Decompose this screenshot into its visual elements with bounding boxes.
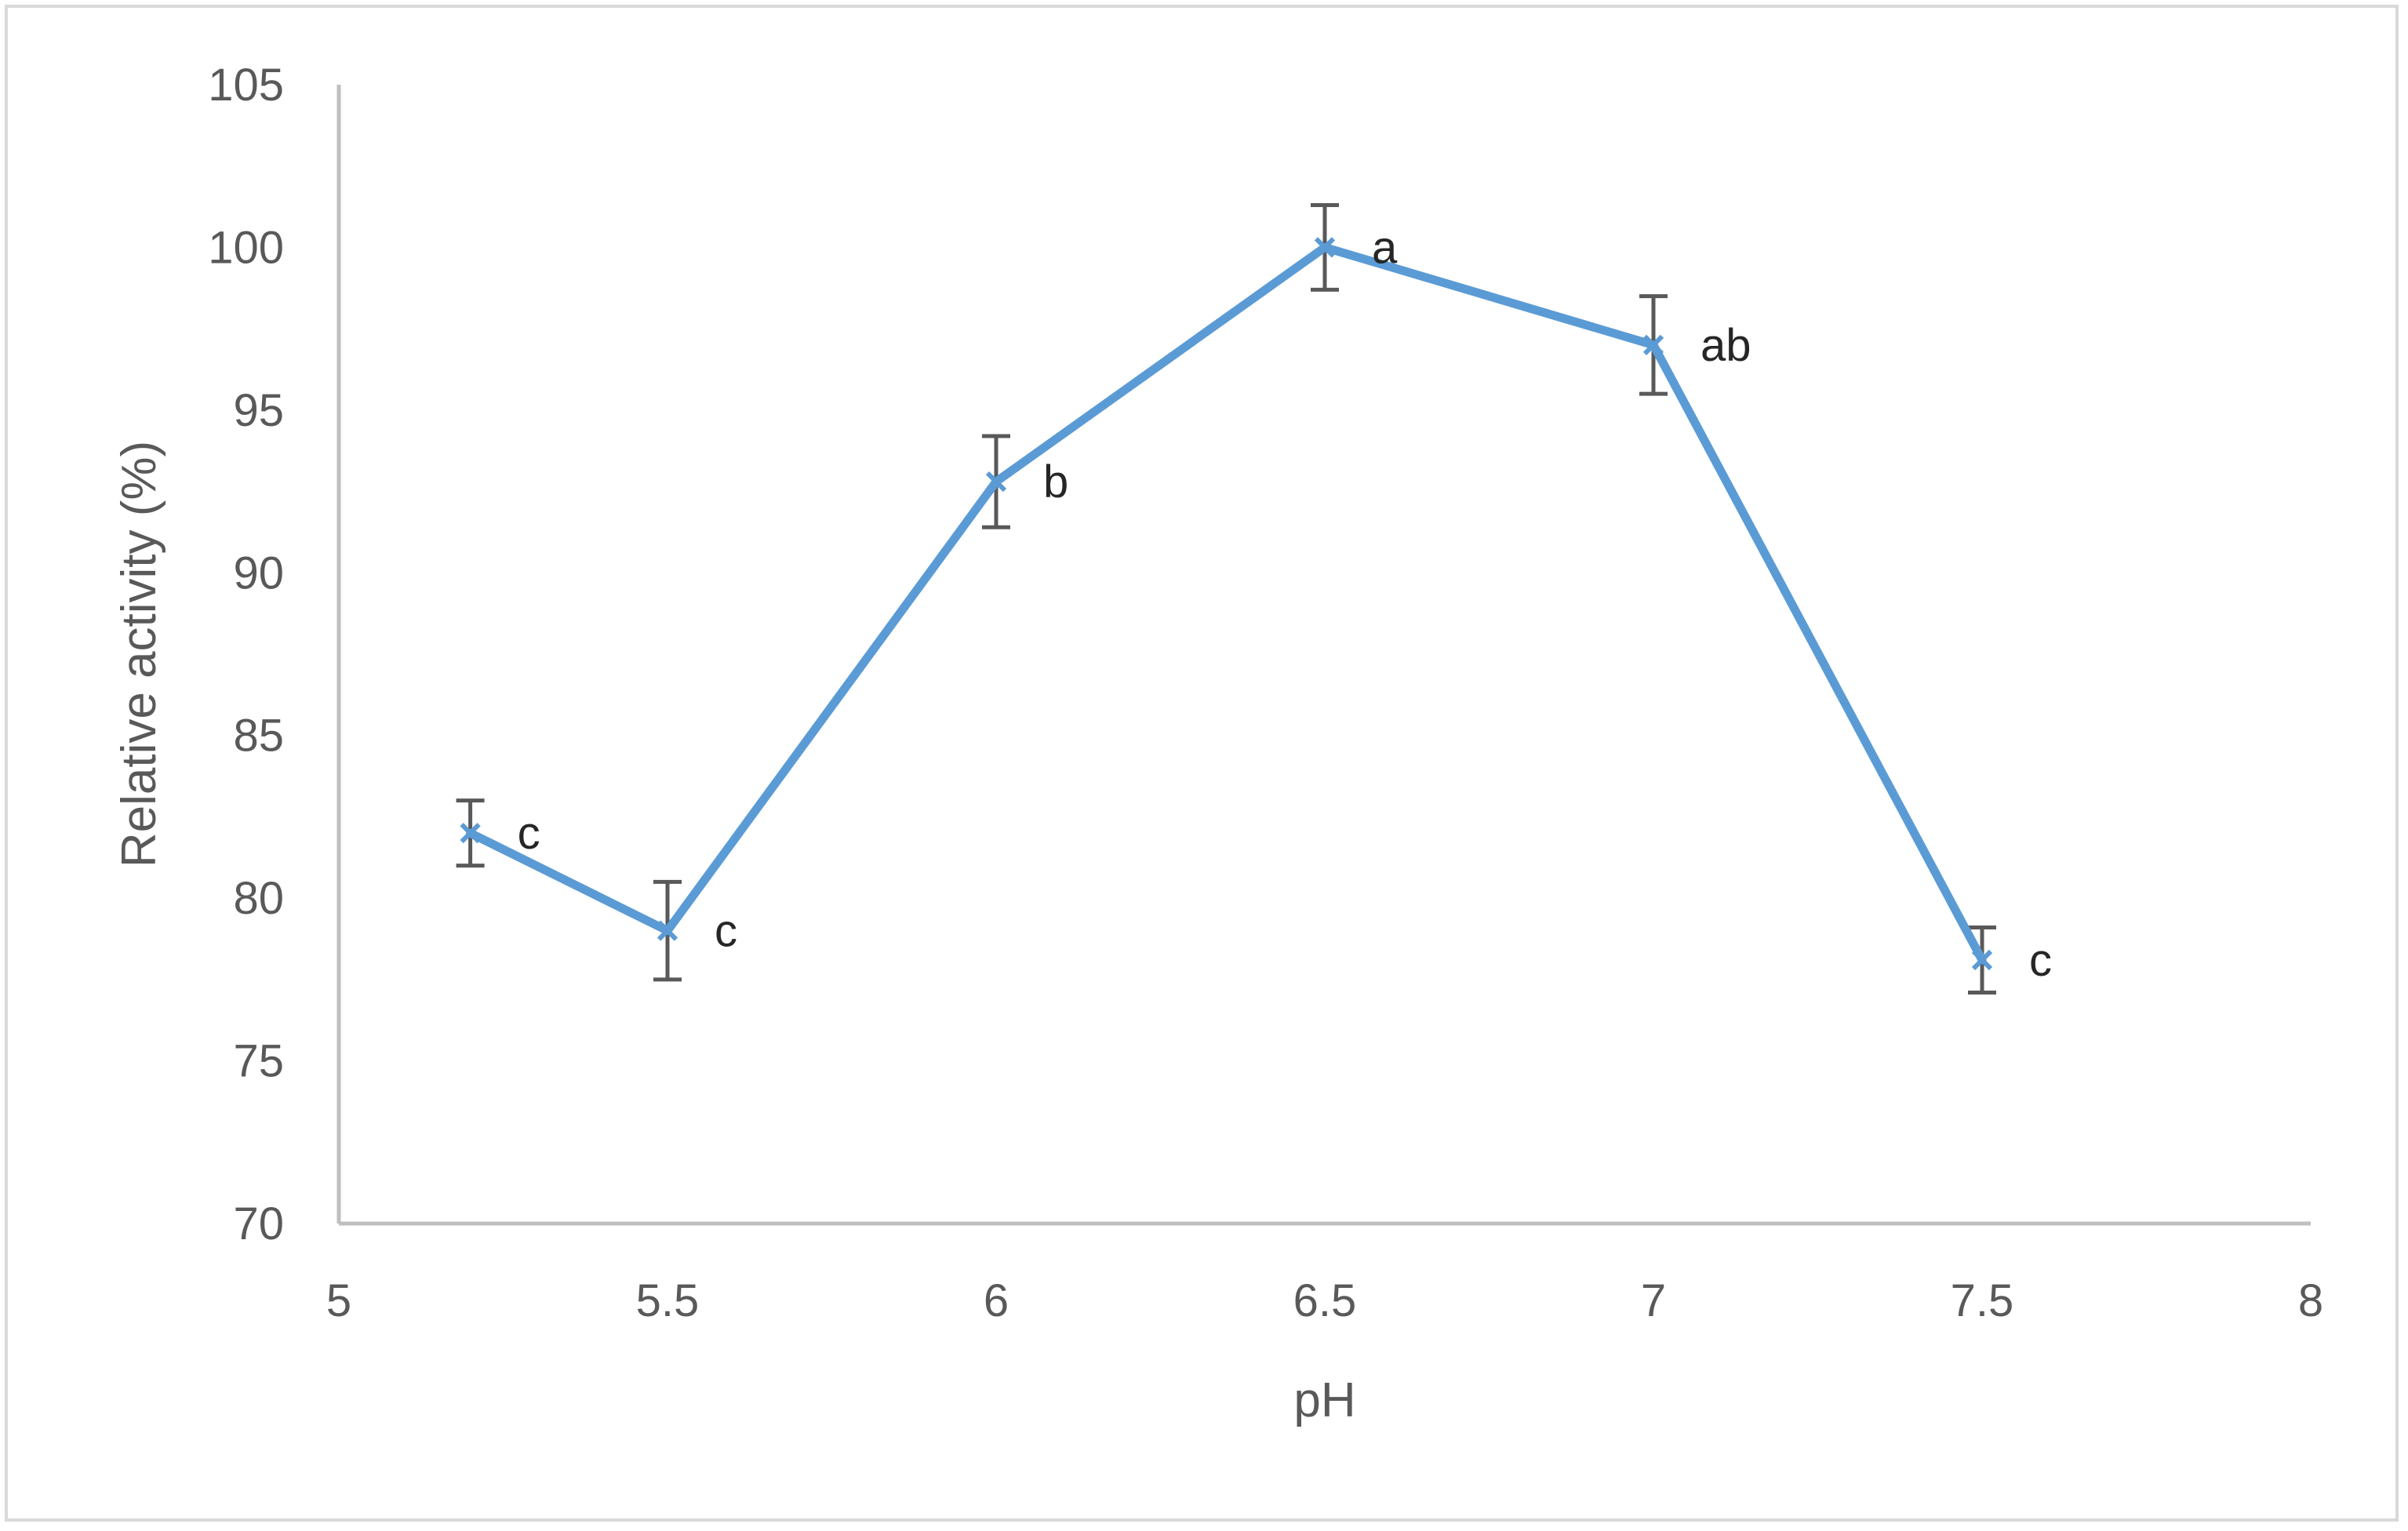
data-label: c <box>715 906 737 957</box>
x-tick-label: 5.5 <box>636 1275 700 1326</box>
data-label: c <box>518 808 540 859</box>
data-label: b <box>1043 456 1068 507</box>
data-label: c <box>2029 935 2052 986</box>
y-tick-label: 95 <box>233 385 284 436</box>
marker-stroke <box>657 920 678 941</box>
data-point-marker <box>985 471 1007 493</box>
y-tick-label: 75 <box>233 1036 284 1087</box>
y-tick-label: 85 <box>233 711 284 762</box>
series-line <box>466 242 1987 965</box>
y-tick-label: 100 <box>208 222 284 273</box>
x-tick-labels: 5 5.5 6 6.5 7 7.5 8 <box>326 1275 2323 1326</box>
y-tick-label: 80 <box>233 873 284 924</box>
x-axis-title: pH <box>1293 1373 1355 1427</box>
plot-area: c c b a ab c <box>456 202 2052 995</box>
data-point-marker <box>657 920 678 941</box>
data-point-marker <box>1642 334 1664 356</box>
x-tick-label: 7 <box>1641 1275 1666 1326</box>
y-axis-title: Relative activity (%) <box>112 441 166 867</box>
x-tick-label: 7.5 <box>1951 1275 2014 1326</box>
data-point-marker <box>1314 237 1336 258</box>
axes <box>336 85 2311 1226</box>
marker-stroke <box>985 471 1007 493</box>
marker-stroke <box>1971 949 1993 971</box>
x-tick-label: 8 <box>2298 1275 2323 1326</box>
data-point-marker <box>460 823 481 844</box>
marker-stroke <box>1642 334 1664 356</box>
x-tick-label: 6 <box>984 1275 1009 1326</box>
y-tick-label: 90 <box>233 547 284 598</box>
x-tick-label: 5 <box>326 1275 351 1326</box>
y-tick-label: 105 <box>208 60 284 111</box>
y-tick-labels: 70 75 80 85 90 95 100 105 <box>208 60 284 1249</box>
data-point-marker <box>1971 949 1993 971</box>
marker-stroke <box>460 823 481 844</box>
data-label: a <box>1372 222 1398 273</box>
data-label: ab <box>1701 320 1751 371</box>
marker-stroke <box>1314 237 1336 258</box>
y-tick-label: 70 <box>233 1198 284 1249</box>
chart-frame <box>5 5 2399 1522</box>
x-tick-label: 6.5 <box>1293 1275 1357 1326</box>
